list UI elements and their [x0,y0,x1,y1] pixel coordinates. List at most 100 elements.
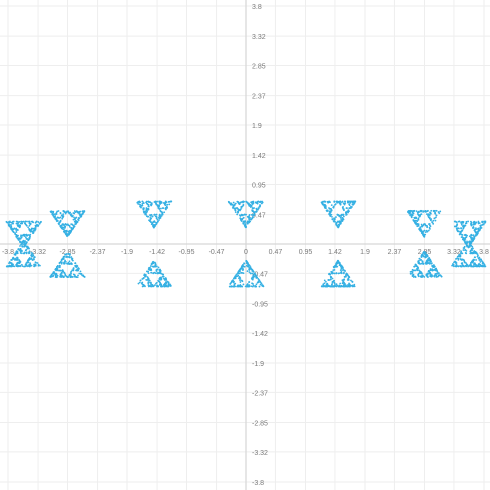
data-point [32,221,34,224]
data-point [165,285,168,288]
data-point [324,206,326,209]
data-point [429,269,432,271]
data-point [27,234,30,236]
y-tick-label: -0.47 [252,271,268,278]
data-point [255,207,258,210]
data-point [61,217,64,220]
data-point [340,271,343,273]
data-point [249,220,252,223]
data-point [459,255,462,258]
data-point [413,265,416,268]
data-point [5,220,8,223]
data-point [37,263,40,266]
data-point [475,231,478,234]
data-point [64,253,66,256]
data-point [79,216,82,218]
x-tick-label: 3.8 [479,249,489,256]
data-point [248,218,251,221]
data-point [12,220,15,223]
data-point [76,268,79,271]
data-point [23,240,26,243]
data-point [147,200,150,203]
data-point [351,280,354,283]
data-point [51,272,54,275]
data-point [234,211,237,214]
data-point [147,205,150,208]
data-point [351,206,353,208]
data-point [30,264,33,267]
data-point [470,222,473,225]
x-tick-label: 0.95 [299,249,313,256]
data-point [231,279,234,282]
data-point [244,220,246,223]
data-point [238,203,241,206]
data-point [26,220,28,223]
data-point [27,238,30,241]
data-point [77,218,80,221]
data-point [149,281,152,284]
data-point [234,276,237,279]
x-tick-label: -0.47 [209,249,225,256]
data-point [53,213,56,216]
data-point [325,285,328,288]
data-point [68,256,71,259]
data-point [348,282,350,285]
data-point [146,215,149,218]
data-point [137,203,140,205]
data-point [429,225,432,228]
data-point [415,223,418,225]
data-point [234,209,237,211]
data-point [10,225,13,228]
data-point [425,261,428,264]
data-point [474,262,476,265]
data-point [72,212,75,214]
data-point [147,285,150,288]
data-point [327,284,330,287]
data-point [469,236,472,239]
data-point [241,217,244,220]
data-point [152,260,155,263]
data-point [151,284,154,287]
data-point [248,264,251,267]
data-point [256,200,259,203]
data-point [464,241,467,244]
data-point [68,274,71,277]
data-point [335,283,338,286]
data-point [9,220,11,223]
data-point [326,282,329,285]
data-point [242,283,245,286]
data-point [61,224,63,227]
data-point [328,207,331,210]
data-point [23,245,26,248]
data-point [335,216,337,218]
data-point [144,210,147,213]
data-point [434,273,437,275]
data-point [74,262,77,265]
data-point [144,275,147,278]
data-point [462,249,465,251]
data-point [59,220,62,223]
data-point [59,216,62,219]
data-point [158,271,161,274]
data-point [328,272,331,275]
data-point [335,272,338,274]
data-point [463,224,466,227]
data-point [22,252,25,255]
data-point [236,213,239,216]
data-point [345,285,348,288]
data-point [256,276,259,279]
data-point [25,245,28,248]
data-point [139,279,142,282]
data-point [161,275,164,278]
data-point [428,216,431,219]
data-point [30,252,33,254]
x-tick-label: 0.47 [269,249,283,256]
data-point [345,207,348,209]
data-point [20,222,23,225]
data-point [65,260,67,263]
data-point [472,260,474,263]
data-point [157,207,160,209]
data-point [29,229,32,232]
y-tick-label: 0.95 [252,183,266,190]
data-point [348,284,350,286]
